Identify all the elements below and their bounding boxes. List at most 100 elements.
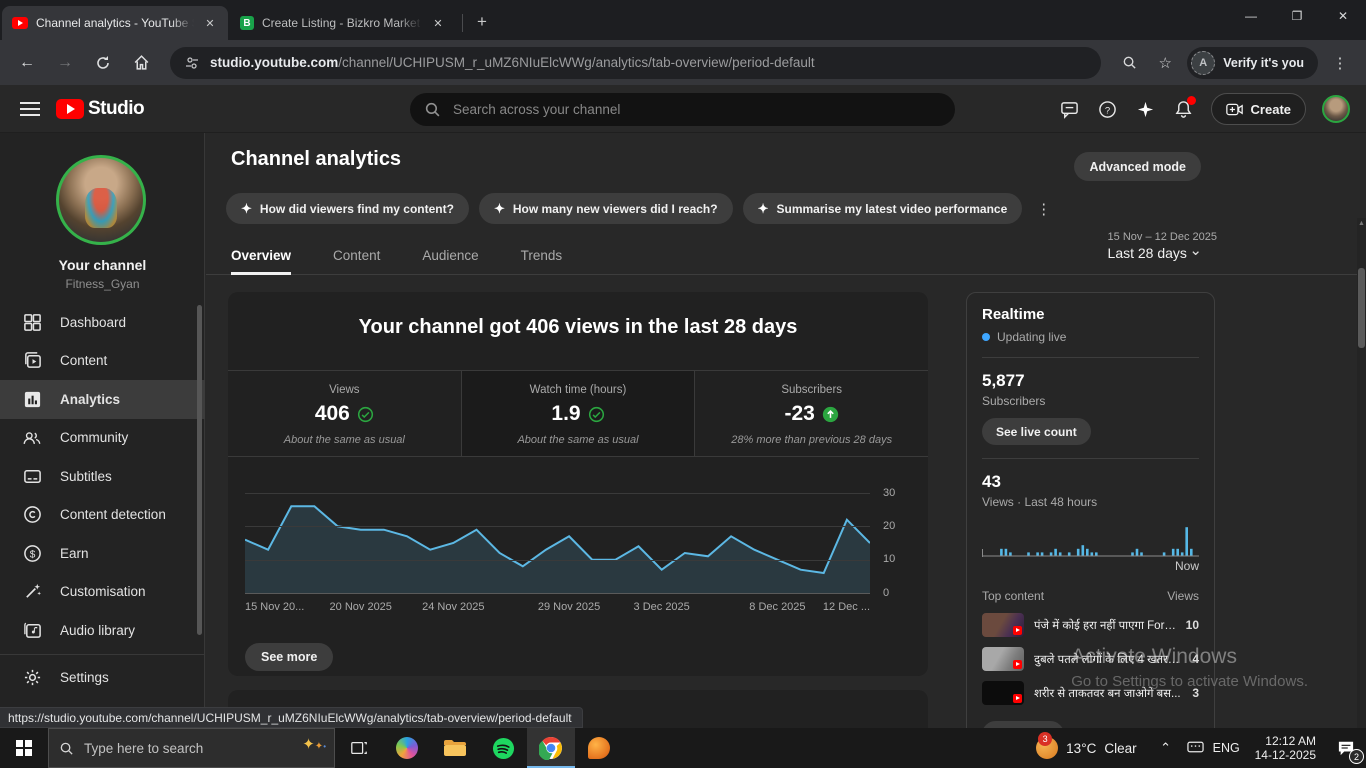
- touch-keyboard-icon[interactable]: [1183, 740, 1209, 757]
- file-explorer-button[interactable]: [431, 728, 479, 768]
- studio-logo[interactable]: Studio: [56, 98, 145, 120]
- notification-icon: [1338, 741, 1354, 756]
- copyright-icon: [22, 505, 42, 525]
- bookmark-button[interactable]: ☆: [1158, 54, 1172, 72]
- sidebar-scrollbar[interactable]: [197, 305, 202, 635]
- ai-suggestion-chips: ✦ How did viewers find my content? ✦ How m…: [226, 193, 1055, 224]
- task-view-button[interactable]: [335, 728, 383, 768]
- tab-close-icon[interactable]: ✕: [205, 17, 215, 30]
- chips-more-button[interactable]: ⋮: [1036, 200, 1052, 218]
- channel-search-bar[interactable]: [410, 93, 955, 126]
- advanced-mode-button[interactable]: Advanced mode: [1074, 152, 1201, 181]
- verify-profile-button[interactable]: A Verify it's you: [1187, 46, 1318, 79]
- live-dot-icon: [982, 333, 990, 341]
- tab-create-listing[interactable]: B Create Listing - Bizkro Market ✕: [230, 6, 456, 40]
- analytics-icon: [22, 389, 42, 409]
- see-more-button[interactable]: See more: [245, 643, 334, 671]
- find-in-page-button[interactable]: [1115, 49, 1143, 77]
- account-avatar[interactable]: [1322, 95, 1350, 123]
- url-path: /channel/UCHIPUSM_r_uMZ6NIuElcWWg/analyt…: [338, 55, 815, 70]
- views-line-chart[interactable]: 30 20 10 0: [245, 487, 895, 599]
- notification-center-button[interactable]: 2: [1326, 728, 1366, 768]
- tab-audience[interactable]: Audience: [422, 248, 479, 263]
- language-indicator[interactable]: ENG: [1212, 741, 1240, 755]
- channel-name: Your channel: [58, 257, 147, 273]
- forward-button[interactable]: →: [57, 53, 73, 71]
- metric-views[interactable]: Views 406 About the same as usual: [283, 384, 405, 446]
- tab-close-icon[interactable]: ✕: [433, 17, 443, 30]
- feedback-button[interactable]: [1054, 93, 1086, 125]
- taskbar-search-box[interactable]: ✦✦•: [48, 728, 335, 768]
- clock[interactable]: 12:12 AM 14-12-2025: [1245, 728, 1326, 768]
- notifications-button[interactable]: [1168, 93, 1200, 125]
- tab-channel-analytics[interactable]: Channel analytics - YouTube Stu ✕: [2, 6, 228, 40]
- start-button[interactable]: [0, 728, 48, 768]
- tab-title: Channel analytics - YouTube Stu: [36, 16, 194, 30]
- check-circle-icon: [588, 406, 604, 422]
- chrome-button[interactable]: [527, 728, 575, 768]
- scroll-up-icon[interactable]: ▲: [1358, 220, 1365, 227]
- tab-content[interactable]: Content: [333, 248, 381, 263]
- weather-widget[interactable]: 3 13°C Clear: [1026, 728, 1146, 768]
- realtime-bar-chart: [982, 517, 1199, 557]
- chip-summarise[interactable]: ✦ Summarise my latest video performance: [742, 193, 1023, 224]
- search-highlights-icon[interactable]: ✦✦•: [302, 736, 326, 753]
- metric-watch-time[interactable]: Watch time (hours) 1.9 About the same as…: [460, 371, 696, 456]
- chip-how-found[interactable]: ✦ How did viewers find my content?: [226, 193, 469, 224]
- top-content-row[interactable]: पंजे में कोई हरा नहीं पाएगा Fore... 10: [982, 613, 1199, 637]
- page-scrollbar[interactable]: ▲ ▼: [1357, 218, 1366, 728]
- sidebar-item-settings[interactable]: Settings: [0, 659, 205, 698]
- sidebar-item-label: Settings: [60, 670, 109, 686]
- line-chart-svg: [245, 493, 870, 593]
- metric-subscribers[interactable]: Subscribers -23 28% more than previous 2…: [731, 384, 893, 446]
- youtube-logo-icon: [56, 98, 84, 119]
- minimize-button[interactable]: —: [1245, 9, 1257, 23]
- bizkro-favicon: B: [240, 16, 254, 30]
- menu-button[interactable]: [10, 89, 50, 129]
- spotify-button[interactable]: [479, 728, 527, 768]
- channel-avatar[interactable]: [56, 155, 146, 245]
- sidebar-item-dashboard[interactable]: Dashboard: [0, 303, 205, 342]
- sidebar-item-analytics[interactable]: Analytics: [0, 380, 205, 419]
- ai-sparkle-button[interactable]: [1130, 93, 1162, 125]
- close-button[interactable]: ✕: [1337, 9, 1349, 23]
- tab-trends[interactable]: Trends: [520, 248, 563, 263]
- sidebar-item-content-detection[interactable]: Content detection: [0, 496, 205, 535]
- sidebar-item-earn[interactable]: $ Earn: [0, 534, 205, 573]
- date-range-picker[interactable]: 15 Nov – 12 Dec 2025 Last 28 days: [1108, 231, 1217, 261]
- reload-button[interactable]: [89, 49, 117, 77]
- realtime-see-more-button[interactable]: See more: [982, 721, 1065, 728]
- restore-button[interactable]: ❐: [1291, 9, 1303, 23]
- tab-overview[interactable]: Overview: [231, 237, 292, 275]
- sidebar-item-audio-library[interactable]: Audio library: [0, 611, 205, 650]
- new-tab-button[interactable]: +: [477, 12, 487, 31]
- home-button[interactable]: [127, 49, 155, 77]
- create-button[interactable]: Create: [1210, 93, 1306, 125]
- top-content-row[interactable]: शरीर से ताकतवर बन जाओगे बस... 3: [982, 681, 1199, 705]
- taskbar-search-input[interactable]: [84, 740, 234, 756]
- scrollbar-thumb[interactable]: [1358, 268, 1365, 348]
- y-tick: 10: [883, 553, 896, 565]
- sidebar-item-customisation[interactable]: Customisation: [0, 573, 205, 612]
- tab-title: Create Listing - Bizkro Market: [262, 16, 421, 30]
- sidebar-item-community[interactable]: Community: [0, 419, 205, 458]
- copilot-button[interactable]: [383, 728, 431, 768]
- sidebar-item-content[interactable]: Content: [0, 342, 205, 381]
- weather-badge: 3: [1038, 732, 1053, 746]
- back-button[interactable]: ←: [19, 53, 35, 71]
- chip-new-viewers[interactable]: ✦ How many new viewers did I reach?: [478, 193, 733, 224]
- chevron-down-icon[interactable]: ⌄: [1189, 242, 1202, 259]
- address-bar[interactable]: studio.youtube.com/channel/UCHIPUSM_r_uM…: [170, 46, 1102, 79]
- site-settings-icon[interactable]: [184, 55, 200, 71]
- help-button[interactable]: ?: [1092, 93, 1124, 125]
- browser-menu-button[interactable]: ⋮: [1332, 54, 1348, 72]
- sidebar-item-subtitles[interactable]: Subtitles: [0, 457, 205, 496]
- search-icon: [1123, 56, 1136, 69]
- show-hidden-icons-button[interactable]: ⌃: [1160, 740, 1172, 755]
- see-live-count-button[interactable]: See live count: [982, 418, 1091, 445]
- bar-chart-svg: [982, 527, 1199, 557]
- top-content-row[interactable]: दुबले पतले लोगों के लिए 4 खतरना... 4: [982, 647, 1199, 671]
- fl-studio-button[interactable]: [575, 728, 623, 768]
- sparkle-icon: ✦: [757, 200, 769, 216]
- channel-search-input[interactable]: [453, 102, 913, 117]
